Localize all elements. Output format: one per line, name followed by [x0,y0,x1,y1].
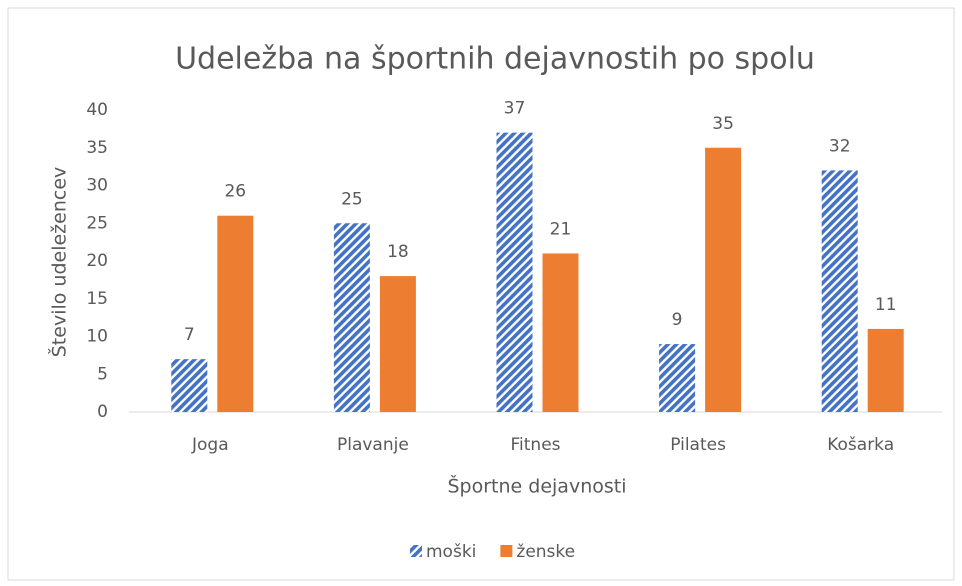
bar [542,253,579,412]
x-tick-label: Joga [191,435,229,455]
bar [379,276,416,412]
chart-frame [7,7,955,581]
bar [821,170,858,412]
y-tick-label: 35 [86,138,108,158]
bar [496,132,533,412]
legend-label: ženske [516,542,575,562]
x-tick-label: Fitnes [510,435,560,455]
legend-label: moški [426,542,476,562]
y-tick-label: 25 [86,213,108,233]
data-label: 25 [341,189,363,209]
data-label: 7 [184,325,195,345]
bar [705,147,742,412]
y-tick-label: 30 [86,176,108,196]
y-tick-label: 5 [97,364,108,384]
y-tick-label: 15 [86,289,108,309]
chart-title: Udeležba na športnih dejavnostih po spol… [175,42,815,77]
data-label: 37 [504,99,526,119]
legend-swatch [410,545,422,557]
y-tick-label: 0 [97,402,108,422]
bar [867,328,904,412]
x-tick-label: Košarka [827,435,894,455]
data-label: 21 [550,219,572,239]
x-tick-label: Pilates [670,435,726,455]
data-label: 32 [829,136,851,156]
bar [333,223,370,412]
data-label: 26 [224,182,246,202]
bar [659,344,696,412]
bar [171,359,208,412]
bar [217,215,254,412]
y-tick-label: 10 [86,327,108,347]
y-axis-label: Število udeležencev [47,167,71,358]
legend-swatch [500,545,513,557]
y-tick-label: 20 [86,251,108,271]
x-axis-label: Športne dejavnosti [448,474,627,498]
data-label: 9 [672,310,683,330]
data-label: 18 [387,242,409,262]
x-tick-label: Plavanje [337,435,409,455]
data-label: 11 [875,295,897,315]
data-label: 35 [712,114,734,134]
y-tick-label: 40 [86,100,108,120]
